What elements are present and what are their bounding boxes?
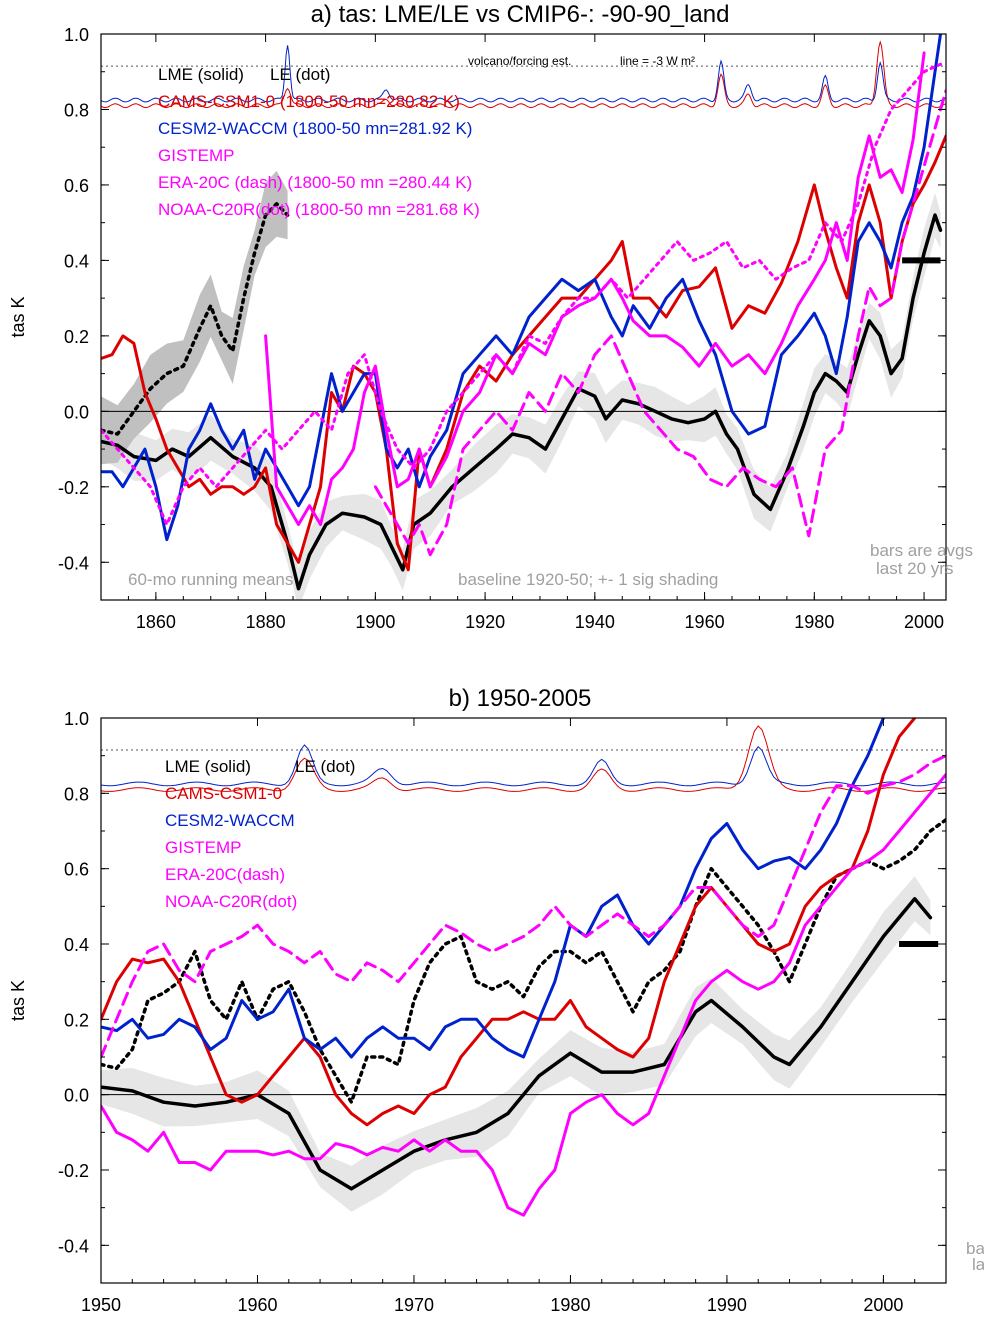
- legend-entry-gistemp: GISTEMP: [158, 146, 235, 165]
- series-line-lme-solid: [101, 213, 943, 591]
- lme-sigma-shading: [101, 876, 931, 1212]
- plot-area-b: [101, 718, 946, 1217]
- series-line-gistemp: [264, 51, 926, 526]
- y-axis-label: tas K: [8, 980, 28, 1021]
- y-tick-label: -0.2: [58, 1161, 89, 1181]
- series-line-era-20c-dash: [101, 773, 946, 1217]
- y-tick-label: 0.8: [64, 784, 89, 804]
- x-tick-label: 1980: [550, 1295, 590, 1315]
- annotation-60-mo-running-means: 60-mo running means: [128, 570, 293, 589]
- panel-a-title: a) tas: LME/LE vs CMIP6-: -90-90_land: [311, 1, 730, 28]
- y-axis-label: tas K: [8, 296, 28, 337]
- legend-entry-cams-csm1-0-1800-5: CAMS-CSM1-0 (1800-50 mn=280.82 K): [158, 92, 460, 111]
- legend-entry-le: LE (dot): [270, 65, 330, 84]
- cams-forcing-trace: [101, 725, 946, 792]
- x-tick-label: 1940: [575, 612, 615, 632]
- x-tick-label: 1990: [707, 1295, 747, 1315]
- annotation-la: la: [972, 1255, 984, 1274]
- panel-b: [100, 717, 947, 1284]
- legend-entry-cams-csm1-0: CAMS-CSM1-0: [165, 784, 282, 803]
- annotation-volcano-forcing-est: volcano/forcing est.: [468, 54, 571, 68]
- y-tick-label: -0.4: [58, 553, 89, 573]
- panel-a: [100, 33, 947, 601]
- annotation-last-20-yrs: last 20 yrs: [876, 559, 953, 578]
- legend-entry-cesm2-waccm-1800-5: CESM2-WACCM (1800-50 mn=281.92 K): [158, 119, 472, 138]
- y-tick-label: 0.6: [64, 176, 89, 196]
- series-line-cams-csm1-0: [101, 134, 946, 572]
- y-tick-label: -0.2: [58, 478, 89, 498]
- y-tick-label: 0.0: [64, 1086, 89, 1106]
- x-tick-label: 1920: [465, 612, 505, 632]
- y-tick-label: 1.0: [64, 25, 89, 45]
- annotation-bars-are-avgs: bars are avgs: [870, 541, 973, 560]
- le-sigma-shading: [101, 170, 288, 465]
- legend-entry-lme: LME (solid): [158, 65, 244, 84]
- series-line-lme-solid: [101, 897, 933, 1191]
- annotation-baseline-1920-50-1-s: baseline 1920-50; +- 1 sig shading: [458, 570, 718, 589]
- annotation-ba: ba: [966, 1239, 984, 1258]
- plot-frame: [100, 717, 947, 1284]
- panel-b-title: b) 1950-2005: [449, 685, 592, 712]
- y-tick-label: 0.0: [64, 402, 89, 422]
- x-tick-label: 2000: [863, 1295, 903, 1315]
- x-tick-label: 1960: [237, 1295, 277, 1315]
- y-tick-label: 0.2: [64, 327, 89, 347]
- legend-entry-gistemp: GISTEMP: [165, 838, 242, 857]
- series-line-noaa-c20r-dot: [101, 62, 942, 526]
- x-tick-label: 1960: [685, 612, 725, 632]
- legend-entry-era-20c-dash-1800-: ERA-20C (dash) (1800-50 mn =280.44 K): [158, 173, 472, 192]
- series-line-noaa-c20r-dot: [101, 754, 946, 1059]
- y-tick-label: 0.6: [64, 860, 89, 880]
- cesm-forcing-trace: [101, 45, 946, 103]
- cesm-forcing-trace: [101, 744, 946, 787]
- legend-entry-le: LE (dot): [295, 757, 355, 776]
- y-tick-label: 1.0: [64, 709, 89, 729]
- y-tick-label: -0.4: [58, 1236, 89, 1256]
- x-tick-label: 1860: [136, 612, 176, 632]
- plot-area-a: [101, 34, 946, 600]
- x-tick-label: 1970: [394, 1295, 434, 1315]
- series-line-le-dot: [101, 202, 290, 436]
- y-tick-label: 0.4: [64, 935, 89, 955]
- annotation-line-3-w-m: line = -3 W m²: [620, 54, 695, 68]
- x-tick-label: 1980: [794, 612, 834, 632]
- series-line-era-20c-dash: [373, 89, 946, 557]
- plot-frame: [100, 33, 947, 601]
- y-tick-label: 0.2: [64, 1010, 89, 1030]
- cams-forcing-trace: [101, 40, 946, 109]
- series-line-cams-csm1-0: [101, 817, 946, 1104]
- series-line-gistemp: [101, 718, 885, 1059]
- legend-entry-era-20c-dash: ERA-20C(dash): [165, 865, 285, 884]
- series-line-cesm2-waccm: [101, 718, 917, 1127]
- lme-sigma-shading: [101, 192, 941, 600]
- y-tick-label: 0.8: [64, 100, 89, 120]
- x-tick-label: 1950: [81, 1295, 121, 1315]
- x-tick-label: 1880: [246, 612, 286, 632]
- y-tick-label: 0.4: [64, 251, 89, 271]
- x-tick-label: 1900: [355, 612, 395, 632]
- legend-entry-lme: LME (solid): [165, 757, 251, 776]
- series-line-cesm2-waccm: [101, 34, 942, 542]
- legend-entry-noaa-c20r-dot-1800: NOAA-C20R(dot) (1800-50 mn =281.68 K): [158, 200, 480, 219]
- legend-entry-cesm2-waccm: CESM2-WACCM: [165, 811, 295, 830]
- x-tick-label: 2000: [904, 612, 944, 632]
- legend-entry-noaa-c20r-dot: NOAA-C20R(dot): [165, 892, 297, 911]
